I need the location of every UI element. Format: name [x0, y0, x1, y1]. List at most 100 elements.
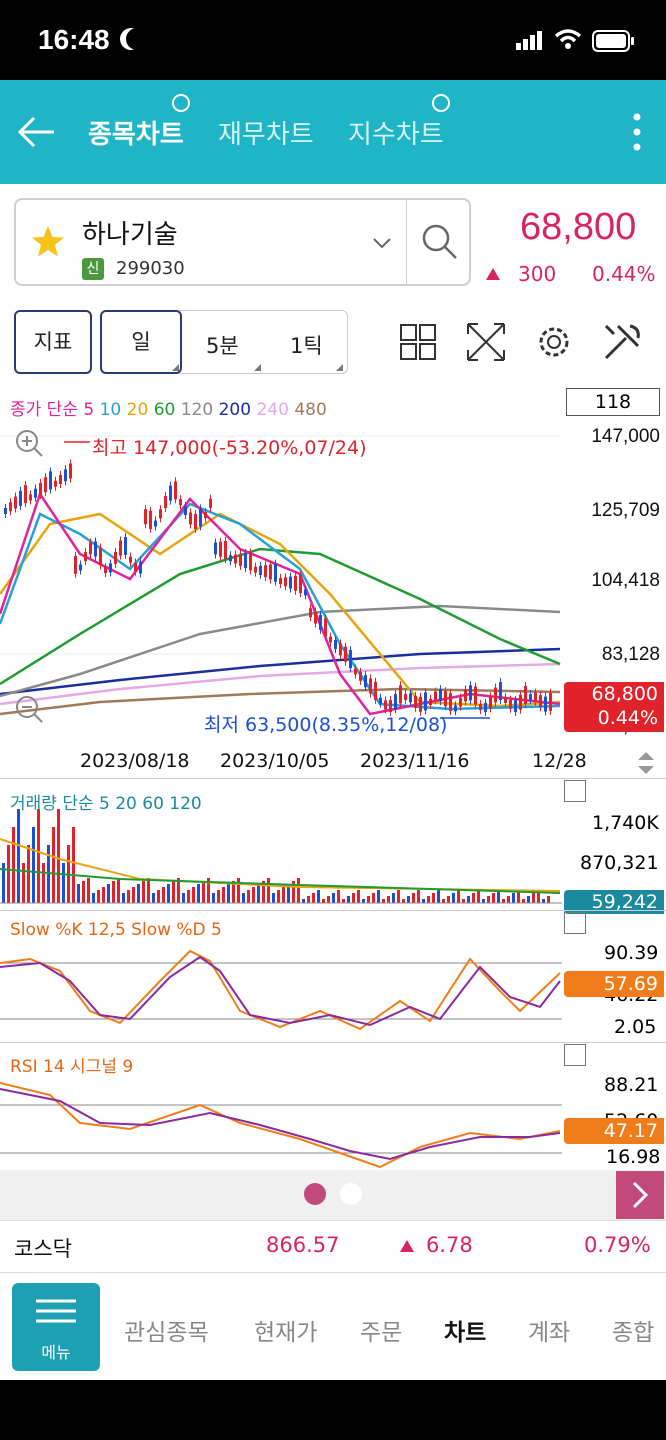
nav-quote[interactable]: 현재가	[254, 1320, 318, 1346]
period-day-button[interactable]: 일	[100, 310, 182, 374]
y-tick-label: 104,418	[591, 570, 660, 591]
ma-legend-480: 480	[294, 400, 327, 420]
volume-bar	[32, 827, 35, 903]
status-bar: 16:48	[0, 0, 666, 80]
scroll-updown-icon[interactable]	[636, 750, 656, 780]
candle	[519, 694, 522, 710]
nav-order[interactable]: 주문	[360, 1320, 403, 1346]
zoom-in-icon[interactable]	[14, 428, 44, 462]
candle	[84, 552, 87, 562]
up-triangle-icon	[400, 1240, 414, 1252]
star-icon[interactable]	[30, 224, 66, 264]
next-page-button[interactable]	[616, 1171, 664, 1219]
candle	[479, 704, 482, 711]
volume-bar	[217, 890, 220, 903]
ma-legend-5: 5	[83, 400, 100, 420]
layout-grid-icon[interactable]	[400, 324, 436, 364]
menu-button[interactable]: 메뉴	[12, 1283, 100, 1371]
tab-index-chart[interactable]: 지수차트	[348, 120, 444, 150]
zoom-out-icon[interactable]	[14, 694, 44, 728]
up-triangle-icon	[486, 268, 500, 280]
chevron-down-icon[interactable]	[372, 236, 392, 255]
stochastic-chart[interactable]	[0, 911, 666, 1041]
volume-bar	[447, 896, 450, 903]
volume-bar	[72, 827, 75, 903]
ma-line	[0, 512, 561, 708]
back-arrow-icon[interactable]	[16, 114, 56, 154]
volume-bar	[337, 890, 340, 903]
chevron-right-icon	[632, 1181, 649, 1209]
status-time: 16:48	[38, 24, 110, 55]
count-box[interactable]: 118	[566, 388, 660, 416]
candle	[269, 564, 272, 580]
nav-chart[interactable]: 차트	[444, 1320, 487, 1346]
hamburger-icon	[36, 1299, 76, 1323]
menu-lines-icon[interactable]	[564, 912, 586, 934]
x-tick-label: 12/28	[532, 750, 587, 772]
tab-stock-chart[interactable]: 종목차트	[88, 120, 184, 150]
nav-watchlist[interactable]: 관심종목	[124, 1320, 209, 1346]
menu-lines-icon[interactable]	[564, 780, 586, 802]
index-bar[interactable]: 코스닥 866.57 6.78 0.79%	[0, 1220, 666, 1272]
candle	[484, 702, 487, 712]
fullscreen-icon[interactable]	[466, 322, 506, 366]
period-5min-button[interactable]: 5분	[206, 334, 239, 358]
volume-bar	[432, 893, 435, 903]
y-tick-label: 125,709	[591, 500, 660, 521]
index-name: 코스닥	[14, 1237, 72, 1261]
volume-bar	[157, 890, 160, 903]
candle	[254, 566, 257, 573]
nav-account[interactable]: 계좌	[528, 1320, 571, 1346]
volume-bar	[462, 899, 465, 903]
candle	[39, 482, 42, 495]
stoch-tick-0: 90.39	[604, 942, 659, 964]
candle	[324, 618, 327, 637]
tab-finance-chart[interactable]: 재무차트	[218, 120, 314, 150]
volume-bar	[547, 896, 550, 903]
search-icon[interactable]	[420, 222, 460, 266]
volume-bar	[422, 899, 425, 903]
volume-panel[interactable]	[0, 778, 666, 908]
candle	[469, 685, 472, 701]
candle	[164, 496, 167, 509]
volume-chart[interactable]	[0, 779, 666, 909]
count-value: 118	[594, 391, 632, 413]
index-change: 6.78	[426, 1233, 473, 1257]
ma-line	[0, 547, 561, 686]
volume-bar	[392, 893, 395, 903]
candle	[134, 562, 137, 572]
stock-selector[interactable]: 하나기술 신 299030	[14, 198, 471, 286]
volume-bar	[312, 893, 315, 903]
volume-bar	[172, 881, 175, 903]
stoch-panel[interactable]	[0, 910, 666, 1040]
menu-lines-icon[interactable]	[564, 1044, 586, 1066]
ma-line	[0, 662, 561, 706]
bottom-nav: 메뉴 관심종목 현재가 주문 차트 계좌 종합	[0, 1272, 666, 1380]
settings-gear-icon[interactable]	[534, 322, 574, 366]
candle	[54, 480, 57, 487]
candle	[354, 668, 357, 675]
more-vertical-icon[interactable]	[632, 112, 642, 156]
volume-title: 거래량 단순 5 20 60 120	[10, 794, 202, 814]
index-value: 866.57	[266, 1233, 340, 1257]
period-tick-button[interactable]: 1틱	[290, 334, 323, 358]
nav-overview[interactable]: 종합	[612, 1320, 655, 1346]
candle	[69, 463, 72, 479]
slow-k-line	[0, 949, 561, 1031]
tools-icon[interactable]	[602, 322, 642, 366]
indicator-button[interactable]: 지표	[14, 310, 92, 374]
ma-legend-120: 120	[180, 400, 219, 420]
page-dot[interactable]	[340, 1183, 362, 1205]
current-price-tag: 68,800 0.44%	[564, 682, 664, 732]
page-dot-active[interactable]	[304, 1183, 326, 1205]
rsi-panel[interactable]	[0, 1042, 666, 1170]
volume-bar	[292, 881, 295, 903]
rsi-chart[interactable]	[0, 1043, 666, 1171]
volume-bar	[262, 881, 265, 903]
volume-bar	[402, 899, 405, 903]
rsi-title: RSI 14 시그널 9	[10, 1057, 134, 1077]
sync-icon	[432, 94, 450, 112]
ma-line	[0, 604, 561, 698]
